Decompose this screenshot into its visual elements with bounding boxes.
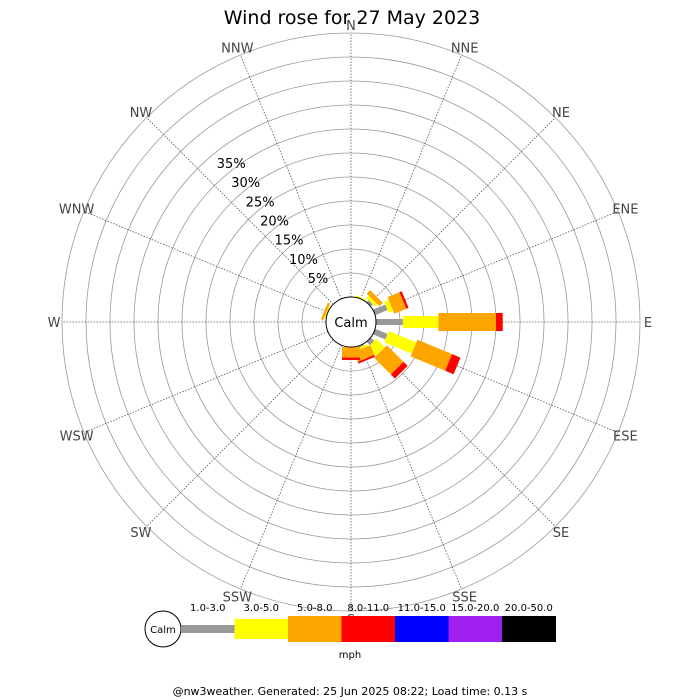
- percent-label: 20%: [260, 215, 289, 230]
- direction-label-ese: ESE: [613, 430, 638, 445]
- direction-label-w: W: [48, 316, 61, 331]
- bar-s: [342, 347, 360, 360]
- spoke-se: [368, 339, 556, 527]
- percent-label: 25%: [246, 195, 275, 210]
- direction-spokes: [62, 33, 640, 611]
- legend-swatch-2: [288, 616, 342, 642]
- legend-swatch-6: [502, 616, 556, 642]
- legend-swatch-5: [448, 616, 503, 642]
- percent-label: 5%: [308, 272, 329, 287]
- bar-segment-wnw-2: [320, 302, 331, 321]
- bar-wnw: [320, 302, 331, 321]
- percent-label: 30%: [231, 176, 260, 191]
- bar-ne: [366, 290, 383, 307]
- direction-label-ne: NE: [552, 106, 570, 121]
- direction-label-e: E: [644, 316, 652, 331]
- legend: Calm 1.0-3.0 3.0-5.0 5.0-8.0 8.0-11.0 11.0-1…: [144, 603, 556, 661]
- bar-segment-ese-2: [410, 339, 453, 371]
- bar-segment-s-2: [342, 347, 360, 358]
- legend-label-2: 5.0-8.0: [297, 603, 332, 614]
- direction-label-wnw: WNW: [59, 202, 95, 217]
- bar-segment-sse-3: [357, 354, 376, 364]
- bar-ene: [372, 291, 409, 316]
- calm-circle: [325, 296, 377, 348]
- direction-labels: NNNENEENEEESESESSESSSWSWWSWWWNWNWNNW: [48, 19, 653, 628]
- legend-label-1: 3.0-5.0: [244, 603, 279, 614]
- bar-segment-e-2: [438, 313, 496, 331]
- bar-segment-wnw-1: [324, 306, 331, 318]
- percent-label: 35%: [217, 157, 246, 172]
- spoke-nnw: [240, 54, 342, 300]
- direction-label-nnw: NNW: [221, 42, 253, 57]
- bar-segment-ene-3: [399, 291, 409, 309]
- legend-label-3: 8.0-11.0: [347, 603, 389, 614]
- percent-labels: 5% 10% 15% 20% 25% 30% 35%: [217, 157, 328, 287]
- direction-label-se: SE: [553, 526, 569, 541]
- spoke-sw: [146, 339, 334, 527]
- direction-label-sw: SW: [130, 526, 151, 541]
- direction-label-wsw: WSW: [60, 430, 94, 445]
- bar-nne: [355, 295, 367, 302]
- bar-ese: [372, 328, 461, 375]
- legend-swatch-3: [341, 616, 396, 642]
- bar-segment-ene-2: [387, 292, 407, 314]
- bar-segment-ene-0: [372, 304, 388, 316]
- bar-segment-ese-3: [445, 354, 461, 375]
- direction-label-ssw: SSW: [223, 590, 253, 605]
- spoke-ne: [368, 117, 556, 305]
- bar-segment-ne-0: [366, 300, 373, 307]
- footer-text: @nw3weather. Generated: 25 Jun 2025 08:2…: [173, 685, 528, 698]
- bar-segment-s-3: [342, 357, 360, 360]
- legend-calm-label: Calm: [150, 625, 176, 636]
- spoke-ene: [373, 211, 619, 313]
- bar-segment-ese-1: [384, 331, 417, 354]
- spoke-nne: [360, 54, 462, 300]
- bar-e: [376, 313, 503, 331]
- percent-label: 15%: [275, 234, 304, 249]
- direction-label-sse: SSE: [452, 590, 477, 605]
- legend-items: 1.0-3.0 3.0-5.0 5.0-8.0 8.0-11.0 11.0-15.0 15…: [181, 603, 556, 642]
- chart-title: Wind rose for 27 May 2023: [224, 7, 481, 29]
- direction-label-ene: ENE: [612, 202, 638, 217]
- legend-swatch-0: [181, 625, 235, 633]
- bar-segment-ne-2: [366, 290, 383, 307]
- spoke-sse: [360, 344, 462, 590]
- bar-segment-nne-1: [355, 295, 367, 302]
- spoke-ssw: [240, 344, 342, 590]
- bar-segment-e-1: [402, 316, 439, 328]
- bar-segment-ene-1: [384, 299, 394, 313]
- grid-ring: [61, 32, 641, 612]
- calm-label: Calm: [334, 316, 367, 331]
- legend-label-6: 20.0-50.0: [505, 603, 553, 614]
- calm-center: Calm: [325, 296, 377, 348]
- legend-label-5: 15.0-20.0: [451, 603, 499, 614]
- bar-segment-e-3: [496, 313, 503, 331]
- spoke-ese: [373, 331, 619, 433]
- percent-label: 10%: [289, 253, 318, 268]
- legend-swatch-1: [234, 619, 289, 639]
- spoke-nw: [146, 117, 334, 305]
- spoke-wsw: [83, 331, 329, 433]
- bar-segment-ne-1: [366, 295, 378, 307]
- legend-swatch-4: [395, 616, 449, 642]
- legend-unit-label: mph: [339, 650, 361, 661]
- direction-label-nw: NW: [130, 106, 153, 121]
- bar-segment-se-3: [390, 361, 408, 379]
- bar-segment-ese-0: [372, 328, 388, 340]
- bar-segment-se-0: [366, 337, 375, 346]
- legend-label-4: 11.0-15.0: [398, 603, 446, 614]
- direction-label-n: N: [346, 19, 356, 34]
- bar-segment-sse-0: [357, 343, 364, 348]
- legend-label-0: 1.0-3.0: [190, 603, 225, 614]
- bar-segment-e-0: [376, 319, 403, 325]
- bar-segment-se-2: [374, 345, 404, 375]
- spoke-wnw: [83, 211, 329, 313]
- direction-label-nne: NNE: [451, 42, 479, 57]
